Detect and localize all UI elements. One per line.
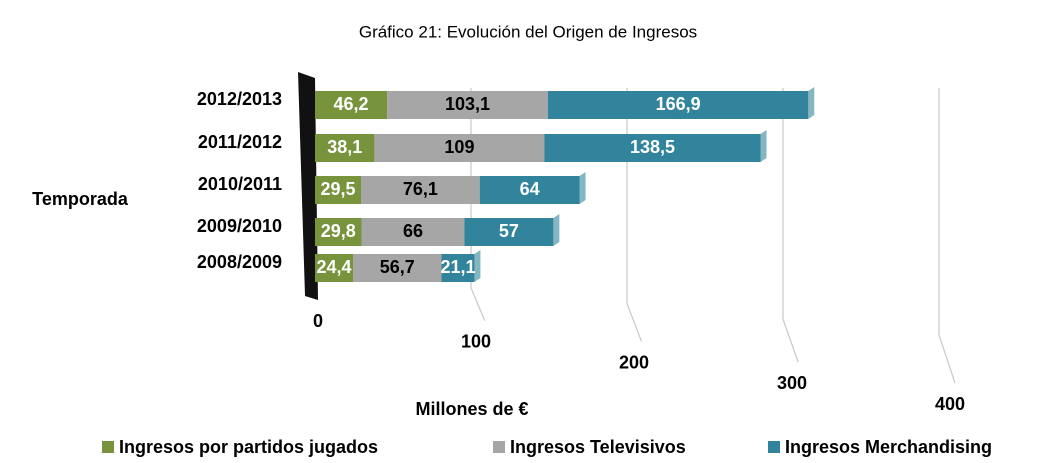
bar-segment — [361, 176, 480, 204]
bar-segment — [479, 176, 580, 204]
grid-line — [626, 88, 643, 342]
bar-segment — [387, 91, 548, 119]
bar-segment — [464, 218, 554, 246]
data-label: 29,5 — [320, 179, 355, 199]
bar-side — [760, 130, 767, 162]
legend-swatch — [768, 441, 780, 453]
chart-title: Gráfico 21: Evolución del Origen de Ingr… — [359, 22, 697, 41]
y-tick-label: 2011/2012 — [198, 132, 282, 152]
grid-line — [470, 88, 486, 321]
bar-side — [808, 87, 815, 119]
y-tick-label: 2008/2009 — [197, 252, 282, 272]
bar-side — [579, 172, 586, 204]
data-label: 66 — [403, 221, 423, 241]
data-label: 46,2 — [334, 94, 369, 114]
x-tick-label: 400 — [935, 394, 965, 414]
y-tick-label: 2012/2013 — [197, 89, 282, 109]
bar-segment — [547, 91, 809, 119]
bar-segment — [315, 176, 362, 204]
bar-segment — [544, 134, 761, 162]
y-tick-label: 2010/2011 — [198, 174, 282, 194]
bar-segment — [353, 254, 442, 282]
grid-line — [782, 88, 799, 363]
back-wall — [298, 72, 318, 300]
legend-label: Ingresos Merchandising — [785, 437, 992, 457]
x-tick-label: 100 — [461, 332, 491, 352]
x-axis-title: Millones de € — [415, 399, 528, 419]
legend-swatch — [102, 441, 114, 453]
data-label: 76,1 — [403, 179, 438, 199]
grid-line — [938, 88, 956, 384]
bar-segment — [441, 254, 475, 282]
bar-segment — [315, 218, 362, 246]
data-label: 103,1 — [445, 94, 490, 114]
data-label: 38,1 — [327, 137, 362, 157]
x-tick-label: 200 — [619, 352, 649, 372]
x-tick-label: 0 — [313, 311, 323, 331]
data-label: 166,9 — [656, 94, 701, 114]
data-label: 64 — [520, 179, 540, 199]
y-tick-label: 2009/2010 — [197, 216, 282, 236]
data-label: 24,4 — [317, 257, 352, 277]
bar-segment — [315, 254, 354, 282]
legend-label: Ingresos por partidos jugados — [119, 437, 378, 457]
legend-swatch — [493, 441, 505, 453]
bar-segment — [361, 218, 465, 246]
bar-side — [474, 250, 481, 282]
x-tick-label: 300 — [777, 373, 807, 393]
bar-segment — [374, 134, 545, 162]
y-axis-title: Temporada — [32, 189, 129, 209]
data-label: 21,1 — [440, 257, 475, 277]
data-label: 109 — [444, 137, 474, 157]
data-label: 29,8 — [321, 221, 356, 241]
bar-segment — [315, 91, 388, 119]
data-label: 57 — [499, 221, 519, 241]
bar-side — [553, 214, 560, 246]
legend-label: Ingresos Televisivos — [510, 437, 686, 457]
data-label: 138,5 — [630, 137, 675, 157]
data-label: 56,7 — [380, 257, 415, 277]
bar-segment — [315, 134, 375, 162]
